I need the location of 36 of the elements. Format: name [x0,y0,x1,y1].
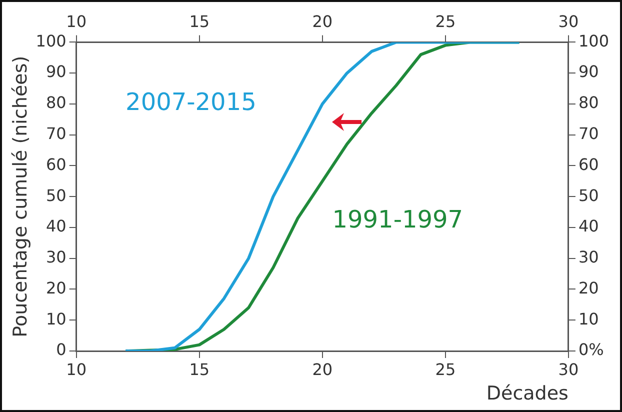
y-tick-label: 100 [36,31,66,50]
series-label: 1991-1997 [332,206,464,234]
y-axis-title: Poucentage cumulé (nichées) [9,56,32,338]
x-tick-label: 25 [435,360,456,379]
y2-tick-label: 10 [578,309,599,328]
y2-tick-label: 30 [578,248,599,267]
x-tick-label: 15 [189,360,210,379]
x2-tick-label: 10 [66,12,87,31]
y2-tick-label: 70 [578,124,599,143]
y2-tick-label: 60 [578,154,599,174]
y-tick-label: 60 [46,154,66,174]
y-tick-label: 10 [46,309,66,328]
y-tick-label: 40 [46,216,66,236]
y2-tick-label: 0% [578,340,604,360]
x-tick-label: 10 [66,360,87,379]
y-tick-label: 80 [46,93,66,112]
x2-tick-label: 25 [435,12,456,31]
text: 2007-2015 [126,88,256,116]
x2-tick-label: 15 [189,12,210,31]
y2-tick-label: 80 [578,93,599,112]
y-tick-label: 50 [46,186,66,205]
x-axis-title: Décades [486,382,568,405]
y2-tick-label: 50 [578,186,599,205]
y-tick-label: 70 [46,124,66,143]
y2-tick-label: 20 [578,278,599,298]
y2-tick-label: 40 [578,216,599,236]
x2-tick-label: 30 [558,12,579,31]
y-tick-label: 0 [56,340,66,360]
y2-tick-label: 100 [578,31,610,50]
y-tick-label: 20 [46,278,66,298]
y-tick-label: 90 [46,62,66,82]
x-tick-label: 30 [558,360,579,379]
x-tick-label: 20 [312,360,333,379]
y-tick-label: 30 [46,248,66,267]
y2-tick-label: 90 [578,62,599,82]
x2-tick-label: 20 [312,12,333,31]
